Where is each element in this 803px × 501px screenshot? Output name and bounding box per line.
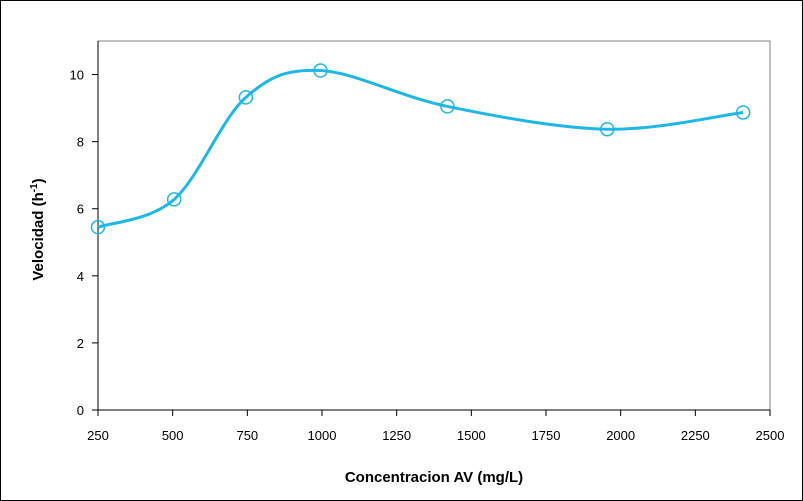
x-tick-label: 250 — [87, 428, 109, 443]
data-point — [90, 219, 106, 235]
data-point — [440, 99, 455, 114]
y-tick-label: 2 — [77, 336, 84, 351]
x-tick-label: 2500 — [756, 428, 785, 443]
y-tick-label: 6 — [77, 202, 84, 217]
x-tick-label: 1000 — [308, 428, 337, 443]
x-axis-ticks: 250 500 750 1000 1250 1500 1750 2000 2250 2500 — [87, 409, 785, 443]
x-tick-label: 1750 — [532, 428, 561, 443]
y-axis-ticks: 0 2 4 6 8 10 — [70, 41, 99, 418]
x-tick-label: 2000 — [606, 428, 635, 443]
y-axis-title-main: Velocidad (h — [30, 192, 47, 280]
series-line — [97, 68, 744, 229]
plot-area — [97, 40, 771, 411]
y-tick-label: 8 — [77, 135, 84, 150]
y-axis-title: Velocidad (h-1) — [29, 178, 47, 280]
x-tick-label: 750 — [236, 428, 258, 443]
data-point — [735, 105, 751, 120]
data-point — [238, 90, 254, 105]
series-group — [90, 63, 751, 235]
x-tick-label: 1500 — [457, 428, 486, 443]
y-tick-label: 0 — [77, 403, 84, 418]
y-axis-title-superscript: -1 — [29, 183, 40, 192]
data-point — [313, 63, 328, 78]
y-axis-title-close: ) — [30, 178, 47, 183]
y-tick-label: 4 — [77, 269, 84, 284]
data-point — [166, 192, 182, 207]
plot-border — [97, 40, 771, 411]
x-tick-label: 2250 — [681, 428, 710, 443]
y-tick-label: 10 — [70, 68, 84, 83]
data-point — [599, 121, 615, 137]
x-axis-title: Concentracion AV (mg/L) — [345, 469, 523, 486]
x-tick-label: 1250 — [382, 428, 411, 443]
x-tick-label: 500 — [162, 428, 184, 443]
